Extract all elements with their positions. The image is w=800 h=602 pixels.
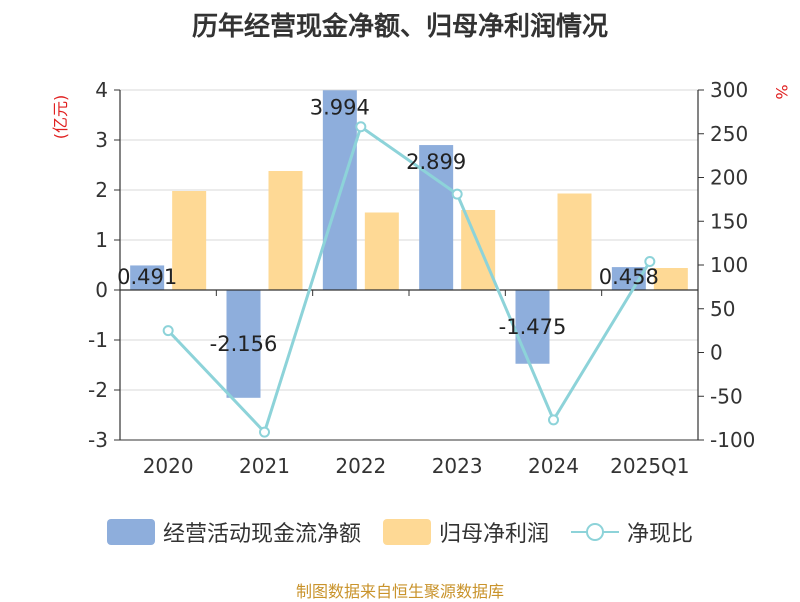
x-tick-label: 2022 xyxy=(335,454,386,478)
y-left-tick-label: -1 xyxy=(88,328,108,352)
y-right-tick-label: 200 xyxy=(710,166,748,190)
legend-item-ocf[interactable]: 经营活动现金流净额 xyxy=(106,516,361,548)
legend-swatch-ratio xyxy=(571,519,619,545)
bar-ocf-2024 xyxy=(515,290,550,364)
bar-net-profit-2020 xyxy=(172,191,207,290)
data-label-ocf-2022: 3.994 xyxy=(310,95,370,119)
x-tick-label: 2020 xyxy=(143,454,194,478)
chart-title: 历年经营现金净额、归母净利润情况 xyxy=(191,12,608,42)
legend-item-ratio[interactable]: 净现比 xyxy=(571,516,693,548)
ratio-point-2021 xyxy=(259,426,270,438)
y-left-axis-label: (亿元) xyxy=(51,95,70,140)
y-right-tick-label: -50 xyxy=(710,384,743,408)
y-right-tick-label: 100 xyxy=(710,253,748,277)
legend-swatch-ocf xyxy=(106,519,155,545)
y-left-tick-label: 3 xyxy=(95,128,108,152)
y-left-tick-label: -2 xyxy=(88,378,108,402)
data-label-ocf-2021: -2.156 xyxy=(210,332,278,356)
legend-item-net-profit[interactable]: 归母净利润 xyxy=(382,516,549,548)
ratio-point-2024 xyxy=(548,414,559,426)
y-left-tick-label: 4 xyxy=(95,78,108,102)
ratio-point-2025Q1 xyxy=(644,256,656,267)
bar-net-profit-2024 xyxy=(557,193,592,290)
x-tick-label: 2021 xyxy=(239,454,290,478)
data-label-ocf-2023: 2.899 xyxy=(406,150,466,174)
bar-net-profit-2023 xyxy=(461,210,496,290)
data-label-ocf-2024: -1.475 xyxy=(499,315,567,339)
y-right-tick-label: 50 xyxy=(710,297,735,321)
legend: 经营活动现金流净额 归母净利润 净现比 xyxy=(0,516,800,548)
bar-ocf-2023 xyxy=(419,145,454,290)
legend-label-net-profit: 归母净利润 xyxy=(438,522,549,547)
ratio-line xyxy=(167,124,652,436)
ratio-point-2020 xyxy=(162,325,174,337)
y-left-tick-label: 2 xyxy=(95,178,108,202)
bar-ocf-2021 xyxy=(226,290,261,398)
ratio-point-2022 xyxy=(355,121,367,133)
ratio-point-2023 xyxy=(451,188,463,200)
x-tick-label: 2025Q1 xyxy=(610,454,689,478)
bar-ocf-2020 xyxy=(130,265,165,290)
legend-swatch-net-profit xyxy=(382,519,431,545)
y-right-tick-label: -100 xyxy=(710,428,755,452)
bar-net-profit-2021 xyxy=(268,171,303,290)
legend-label-ratio: 净现比 xyxy=(627,522,694,547)
data-label-ocf-2025Q1: 0.458 xyxy=(599,265,659,289)
source-note: 制图数据来自恒生聚源数据库 xyxy=(295,582,504,601)
x-tick-label: 2024 xyxy=(528,454,579,478)
y-right-tick-label: 150 xyxy=(710,209,748,233)
y-right-tick-label: 300 xyxy=(710,78,748,102)
y-left-tick-label: -3 xyxy=(88,428,108,452)
y-right-tick-label: 0 xyxy=(710,341,723,365)
y-left-tick-label: 0 xyxy=(95,278,108,302)
x-tick-label: 2023 xyxy=(432,454,483,478)
bar-net-profit-2022 xyxy=(364,212,399,290)
bar-net-profit-2025Q1 xyxy=(653,268,688,290)
y-right-tick-label: 250 xyxy=(710,122,748,146)
legend-label-ocf: 经营活动现金流净额 xyxy=(162,522,361,547)
data-label-ocf-2020: 0.491 xyxy=(117,265,177,289)
y-left-tick-label: 1 xyxy=(95,228,108,252)
y-right-axis-label: % xyxy=(772,84,791,99)
